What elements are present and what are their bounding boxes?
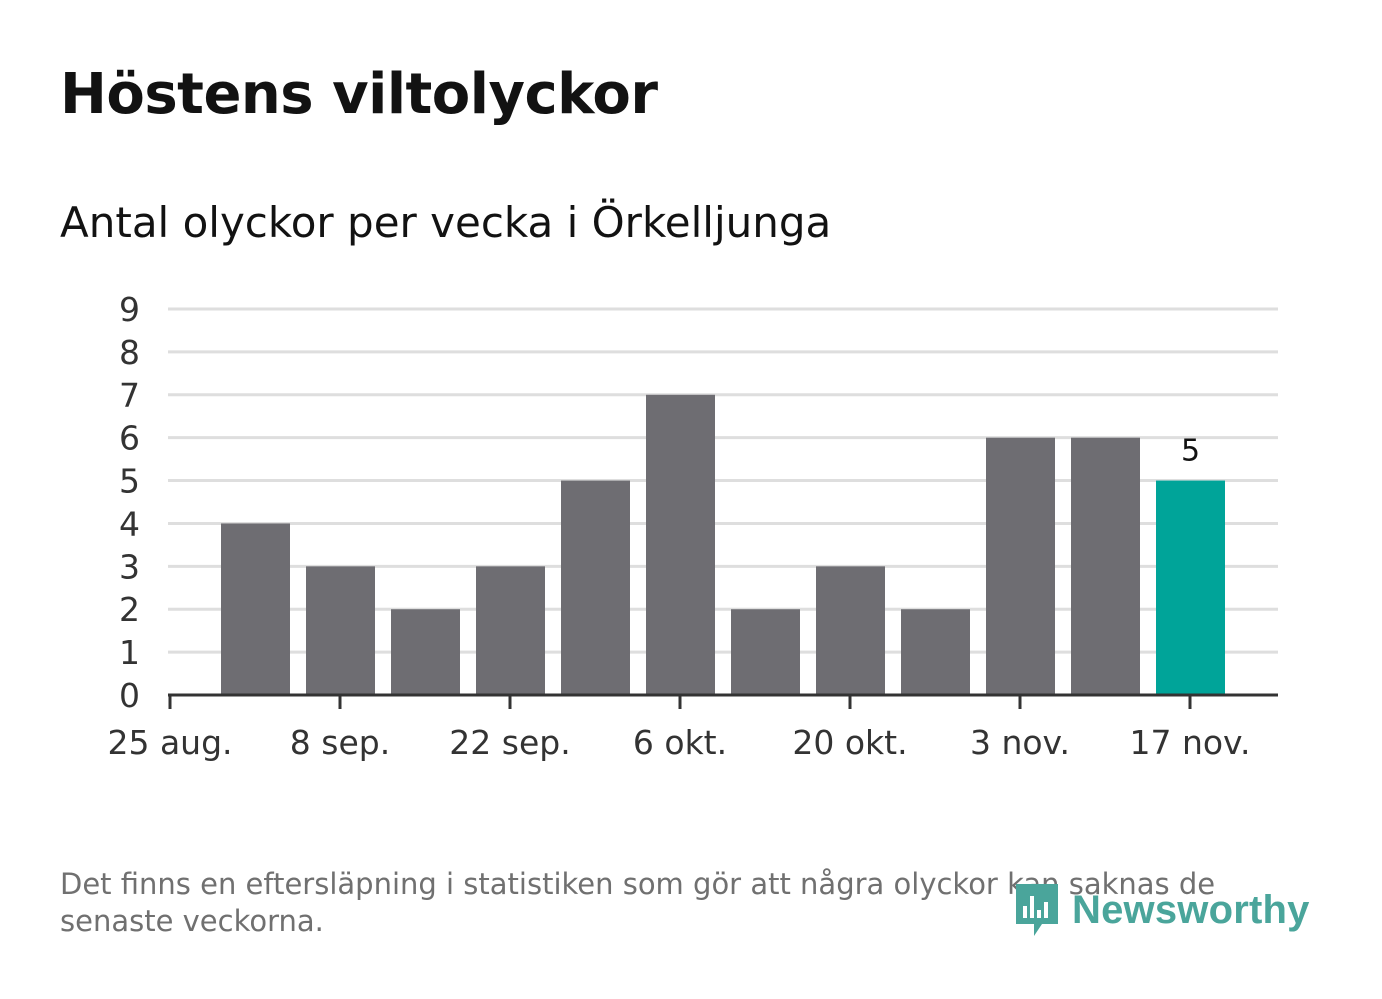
- bar: [731, 609, 800, 695]
- x-tick-label: 6 okt.: [633, 723, 727, 762]
- bar: [986, 437, 1055, 695]
- bar: [646, 394, 715, 695]
- x-tick-label: 25 aug.: [107, 723, 232, 762]
- bars: [221, 394, 1225, 695]
- newsworthy-logo: Newsworthy: [1012, 880, 1310, 940]
- bar: [391, 609, 460, 695]
- y-tick-label: 7: [119, 376, 140, 415]
- x-tick-label: 3 nov.: [970, 723, 1070, 762]
- bar: [1071, 437, 1140, 695]
- chart-subtitle: Antal olyckor per vecka i Örkelljunga: [60, 198, 832, 247]
- y-tick-label: 9: [119, 290, 140, 329]
- x-tick-label: 8 sep.: [290, 723, 390, 762]
- x-axis: [168, 693, 1278, 709]
- y-tick-label: 2: [119, 590, 140, 629]
- y-tick-label: 4: [119, 504, 140, 543]
- newsworthy-logo-text: Newsworthy: [1072, 887, 1310, 932]
- bar: [1156, 480, 1225, 695]
- y-tick-label: 5: [119, 462, 140, 501]
- x-tick-label: 22 sep.: [449, 723, 570, 762]
- y-tick-label: 6: [119, 419, 140, 458]
- bar: [306, 566, 375, 695]
- y-tick-label: 1: [119, 633, 140, 672]
- bar: [816, 566, 885, 695]
- x-tick-label: 20 okt.: [792, 723, 907, 762]
- y-tick-label: 8: [119, 333, 140, 372]
- chart-title: Höstens viltolyckor: [60, 62, 658, 127]
- bar: [561, 480, 630, 695]
- bar: [901, 609, 970, 695]
- y-tick-label: 3: [119, 547, 140, 586]
- bar: [221, 523, 290, 695]
- newsworthy-logo-icon: [1016, 884, 1058, 936]
- y-tick-label: 0: [119, 676, 140, 715]
- data-label: 5: [1181, 434, 1200, 469]
- bar: [476, 566, 545, 695]
- x-tick-label: 17 nov.: [1129, 723, 1250, 762]
